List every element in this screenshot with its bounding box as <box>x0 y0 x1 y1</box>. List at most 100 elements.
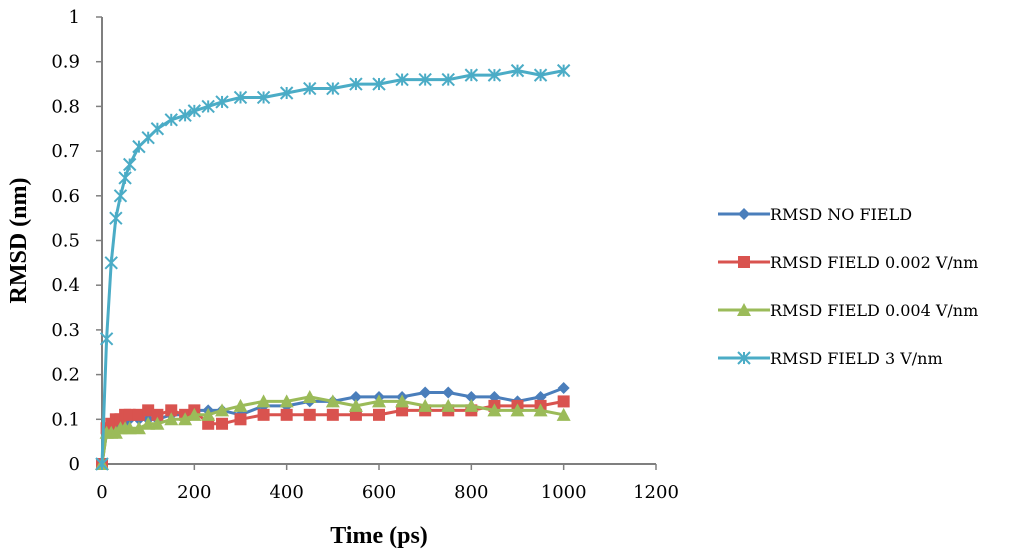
data-point <box>464 398 479 412</box>
legend-marker <box>738 256 750 268</box>
data-point <box>533 68 548 82</box>
x-tick-label: 1000 <box>541 482 587 503</box>
data-point <box>510 403 525 417</box>
legend-item: RMSD NO FIELD <box>718 205 912 224</box>
x-tick-label: 600 <box>362 482 396 503</box>
data-point <box>325 394 340 408</box>
x-tick-label: 400 <box>269 482 303 503</box>
data-point <box>122 421 137 435</box>
data-point <box>465 390 478 403</box>
data-point <box>395 394 410 408</box>
data-point <box>178 108 192 123</box>
data-point <box>132 408 145 421</box>
data-point <box>487 403 502 417</box>
x-tick-label: 800 <box>454 482 488 503</box>
y-tick-label: 0.6 <box>51 186 80 207</box>
data-point <box>113 189 128 203</box>
data-point <box>418 72 432 87</box>
data-point <box>215 403 230 417</box>
y-axis-title: RMSD (nm) <box>6 178 32 304</box>
data-point <box>326 408 339 421</box>
data-point <box>233 398 248 412</box>
data-point <box>279 86 294 100</box>
data-point <box>303 81 317 96</box>
legend-label: RMSD FIELD 3 V/nm <box>770 349 943 368</box>
data-point <box>141 416 156 430</box>
data-point <box>557 382 570 395</box>
data-point <box>151 408 164 421</box>
legend-item: RMSD FIELD 0.004 V/nm <box>718 301 978 320</box>
data-point <box>349 77 363 91</box>
data-point <box>142 404 155 417</box>
y-tick-label: 0.3 <box>51 320 80 341</box>
data-point <box>442 386 455 399</box>
y-tick-label: 0.5 <box>51 231 80 252</box>
legend-marker <box>737 351 751 365</box>
legend-label: RMSD FIELD 0.004 V/nm <box>770 301 978 320</box>
y-tick-label: 0.1 <box>51 409 80 430</box>
data-point <box>187 407 202 421</box>
data-point <box>109 211 123 225</box>
y-tick-label: 0.7 <box>51 141 80 162</box>
legend: RMSD NO FIELD RMSD FIELD 0.002 V/nm RMSD F… <box>718 205 978 368</box>
data-point <box>201 407 216 421</box>
data-point <box>233 90 248 105</box>
legend-label: RMSD FIELD 0.002 V/nm <box>770 253 978 272</box>
data-point <box>326 81 340 96</box>
data-point <box>303 408 316 421</box>
data-point <box>373 408 385 421</box>
y-tick-label: 0 <box>69 454 80 475</box>
x-axis-title: Time (ps) <box>330 523 428 549</box>
x-axis-ticks: 0 200 400 600 800 1000 1200 <box>96 464 679 503</box>
data-point <box>104 256 118 270</box>
data-point <box>122 157 137 172</box>
data-point <box>257 408 270 421</box>
data-point <box>556 407 571 421</box>
data-point <box>279 394 294 408</box>
series-4 <box>95 63 571 471</box>
data-point <box>557 395 570 408</box>
series-layer <box>95 63 571 471</box>
data-point <box>123 408 136 421</box>
data-point <box>464 68 479 82</box>
x-tick-label: 200 <box>177 482 211 503</box>
x-tick-label: 1200 <box>633 482 679 503</box>
data-point <box>372 394 386 408</box>
legend-label: RMSD NO FIELD <box>770 205 912 224</box>
data-point <box>302 389 317 403</box>
data-point <box>441 398 456 412</box>
data-point <box>118 171 132 185</box>
data-point <box>131 421 146 435</box>
y-tick-label: 1 <box>69 7 80 28</box>
data-point <box>256 90 271 105</box>
data-point <box>216 417 229 430</box>
data-point <box>372 77 386 91</box>
legend-item: RMSD FIELD 3 V/nm <box>718 349 943 368</box>
legend-item: RMSD FIELD 0.002 V/nm <box>718 253 978 272</box>
y-tick-label: 0.9 <box>51 52 80 73</box>
data-point <box>178 412 193 426</box>
data-point <box>419 386 432 399</box>
data-point <box>349 390 362 403</box>
x-tick-label: 0 <box>96 482 107 503</box>
data-point <box>234 413 247 426</box>
data-point <box>533 403 548 417</box>
data-point <box>164 113 178 127</box>
data-point <box>201 99 215 114</box>
data-point <box>487 68 502 82</box>
data-point <box>215 95 229 109</box>
data-point <box>187 104 202 118</box>
data-point <box>99 332 114 346</box>
y-tick-label: 0.2 <box>51 365 80 386</box>
data-point <box>441 72 455 87</box>
data-point <box>150 122 165 136</box>
legend-marker <box>738 208 750 220</box>
data-point <box>164 412 179 426</box>
data-point <box>95 457 109 471</box>
data-point <box>165 404 178 417</box>
data-point <box>510 63 525 78</box>
data-point <box>418 398 433 412</box>
data-point <box>256 394 271 408</box>
